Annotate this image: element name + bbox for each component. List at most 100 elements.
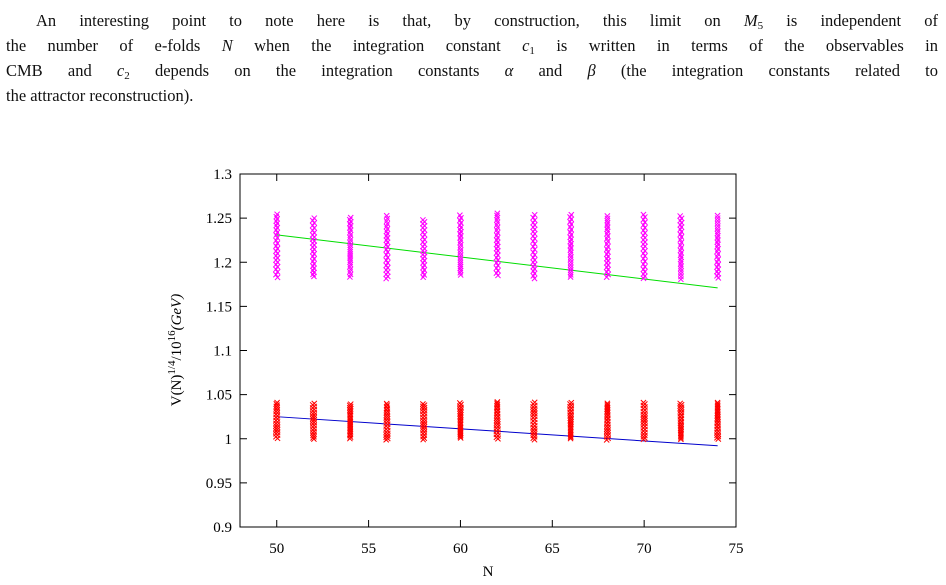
scatter-point bbox=[457, 252, 464, 259]
scatter-point bbox=[457, 254, 464, 261]
scatter-point-cluster bbox=[456, 400, 464, 441]
scatter-point bbox=[347, 401, 354, 408]
scatter-point bbox=[677, 276, 684, 283]
y-tick-label: 0.95 bbox=[206, 476, 232, 492]
scatter-point bbox=[641, 258, 648, 265]
scatter-point bbox=[640, 261, 647, 268]
scatter-point bbox=[457, 261, 464, 268]
y-tick-label: 0.9 bbox=[213, 520, 232, 536]
x-tick-label: 75 bbox=[729, 541, 744, 557]
scatter-point bbox=[640, 227, 647, 234]
scatter-point-cluster bbox=[272, 399, 281, 442]
scatter-point-cluster bbox=[603, 213, 612, 281]
scatter-point-cluster bbox=[640, 211, 648, 282]
scatter-point-cluster bbox=[530, 399, 538, 443]
data-points bbox=[272, 210, 722, 443]
scatter-point bbox=[531, 399, 538, 406]
scatter-point bbox=[567, 269, 574, 276]
scatter-point bbox=[677, 256, 684, 263]
scatter-point-cluster bbox=[567, 399, 575, 442]
y-tick-label: 1.15 bbox=[206, 299, 232, 315]
scatter-point bbox=[456, 400, 463, 406]
scatter-point bbox=[494, 399, 501, 405]
paragraph-line-2: the number of e-folds N when the integra… bbox=[6, 33, 938, 58]
math-symbol: c bbox=[522, 36, 530, 55]
text-run: the number of e-folds bbox=[6, 36, 222, 55]
scatter-point bbox=[714, 228, 721, 235]
scatter-point bbox=[604, 215, 611, 222]
scatter-point bbox=[640, 399, 647, 406]
scatter-point-cluster bbox=[714, 399, 722, 442]
scatter-point bbox=[714, 212, 721, 219]
scatter-point-cluster bbox=[714, 212, 722, 281]
scatter-point bbox=[531, 251, 538, 258]
scatter-point bbox=[274, 268, 281, 275]
scatter-point bbox=[640, 211, 647, 218]
scatter-point bbox=[714, 217, 721, 224]
x-tick-label: 60 bbox=[453, 541, 468, 557]
y-axis-title-mid: /10 bbox=[169, 341, 185, 360]
scatter-point bbox=[384, 402, 391, 409]
scatter-point bbox=[530, 238, 537, 245]
y-tick-label: 1.3 bbox=[213, 167, 232, 183]
scatter-point bbox=[457, 257, 464, 264]
scatter-point-cluster bbox=[603, 400, 612, 443]
y-axis-title: V(N)1/4/1016(GeV) bbox=[166, 294, 185, 407]
math-subscript: 5 bbox=[757, 20, 764, 32]
scatter-point bbox=[677, 213, 684, 220]
scatter-point bbox=[604, 222, 611, 229]
scatter-point bbox=[274, 399, 281, 406]
scatter-point-cluster bbox=[456, 212, 464, 278]
x-tick-label: 70 bbox=[637, 541, 652, 557]
scatter-point-cluster bbox=[383, 212, 391, 282]
y-tick-label: 1.25 bbox=[206, 211, 232, 227]
scatter-point bbox=[604, 213, 611, 219]
y-axis-title-base: V(N) bbox=[169, 375, 185, 407]
scatter-point bbox=[714, 230, 721, 237]
scatter-point bbox=[678, 263, 685, 270]
body-paragraph: An interesting point to note here is tha… bbox=[6, 8, 938, 108]
scatter-point bbox=[456, 212, 463, 219]
math-symbol: M bbox=[743, 11, 758, 30]
math-symbol: c bbox=[116, 61, 125, 80]
scatter-point bbox=[347, 244, 354, 251]
scatter-point bbox=[567, 264, 574, 271]
scatter-point bbox=[457, 259, 464, 266]
scatter-point bbox=[494, 400, 500, 407]
scatter-point bbox=[274, 274, 281, 281]
scatter-point-cluster bbox=[309, 215, 318, 280]
scatter-point bbox=[531, 211, 538, 218]
math-symbol: α bbox=[504, 61, 514, 80]
scatter-point bbox=[714, 399, 721, 406]
y-axis-title-unit: (GeV) bbox=[169, 294, 185, 331]
y-tick-label: 1.05 bbox=[206, 388, 232, 404]
scatter-point bbox=[604, 228, 611, 235]
scatter-point bbox=[714, 215, 721, 222]
text-run: is written in terms of the observables i… bbox=[534, 36, 938, 55]
scatter-point bbox=[530, 249, 537, 256]
scatter-point-cluster bbox=[640, 399, 648, 443]
scatter-point bbox=[494, 401, 501, 408]
scatter-point bbox=[677, 400, 684, 407]
math-symbol: β bbox=[587, 61, 596, 80]
scatter-point bbox=[604, 400, 611, 407]
scatter-point bbox=[311, 400, 318, 407]
y-tick-label: 1.2 bbox=[213, 255, 232, 271]
scatter-point bbox=[457, 272, 464, 278]
y-tick-labels: 0.9 0.95 1 1.05 1.1 1.15 1.2 1.25 1.3 bbox=[206, 167, 232, 536]
scatter-point bbox=[604, 217, 611, 224]
x-tick-label: 50 bbox=[269, 541, 284, 557]
scatter-point bbox=[714, 220, 721, 227]
scatter-point bbox=[714, 235, 721, 241]
scatter-point bbox=[347, 246, 354, 253]
scatter-point bbox=[568, 399, 575, 406]
x-tick-labels: 50 55 60 65 70 75 bbox=[269, 541, 743, 557]
scatter-point bbox=[567, 249, 574, 256]
scatter-point bbox=[419, 216, 426, 223]
paragraph-line-1: An interesting point to note here is tha… bbox=[6, 8, 938, 33]
scatter-point bbox=[347, 261, 354, 268]
scatter-point bbox=[347, 214, 354, 221]
scatter-point bbox=[530, 243, 537, 250]
y-tick-label: 1 bbox=[225, 432, 233, 448]
